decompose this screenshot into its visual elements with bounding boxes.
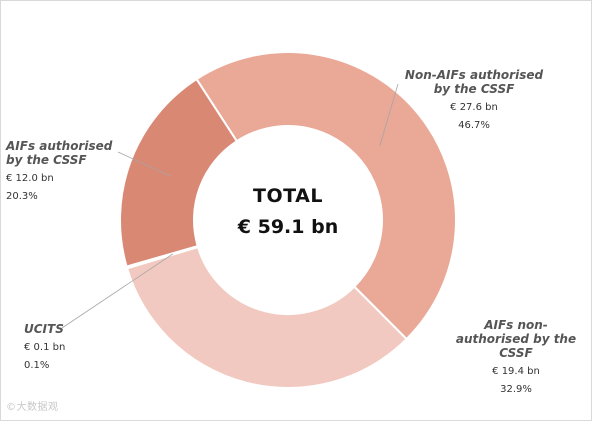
donut-slice <box>119 77 239 268</box>
slice-percent: 32.9% <box>500 384 532 395</box>
leader-line <box>61 253 174 329</box>
slice-name: UCITS <box>24 322 64 336</box>
leader-line <box>117 151 172 177</box>
slice-name: Non-AIFs authorised by the CSSF <box>404 68 544 96</box>
label-aifs-authorised: AIFs authorised by the CSSF € 12.0 bn 20… <box>6 139 126 204</box>
slice-percent: 0.1% <box>24 360 50 371</box>
slice-value: € 19.4 bn <box>492 366 540 377</box>
total-value: € 59.1 bn <box>237 216 339 238</box>
slice-name: AIFs non- authorised by the CSSF <box>455 318 577 360</box>
total-title: TOTAL <box>253 185 323 207</box>
leader-line <box>379 83 399 146</box>
donut-slice <box>125 245 408 389</box>
slice-value: € 12.0 bn <box>6 173 54 184</box>
slice-value: € 27.6 bn <box>450 102 498 113</box>
watermark: ©大数据观 <box>6 402 59 413</box>
label-non-aifs-authorised: Non-AIFs authorised by the CSSF € 27.6 b… <box>394 68 554 133</box>
label-aifs-non-authorised: AIFs non- authorised by the CSSF € 19.4 … <box>446 318 586 397</box>
slice-value: € 0.1 bn <box>24 342 66 353</box>
donut-slice <box>195 51 457 341</box>
slice-name: AIFs authorised by the CSSF <box>6 139 113 167</box>
slice-percent: 46.7% <box>458 120 490 131</box>
label-ucits: UCITS € 0.1 bn 0.1% <box>24 322 104 373</box>
slice-percent: 20.3% <box>6 191 38 202</box>
